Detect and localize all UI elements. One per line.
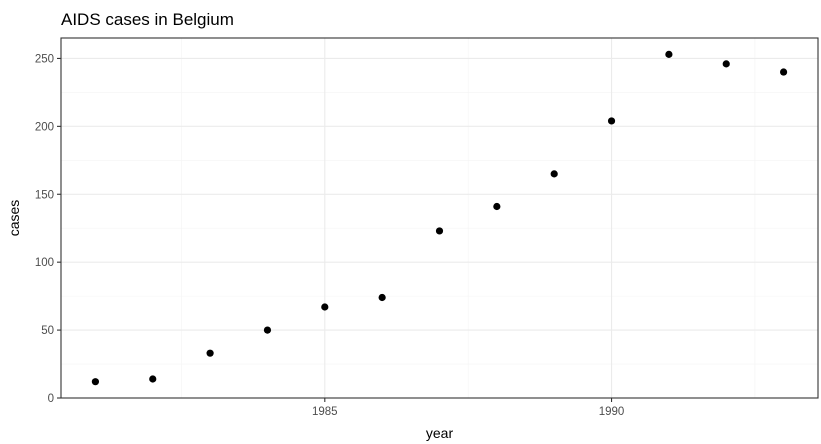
y-tick-label: 150 — [35, 189, 54, 201]
chart-title: AIDS cases in Belgium — [61, 10, 234, 29]
data-point — [206, 349, 214, 357]
y-tick-label: 250 — [35, 53, 54, 65]
data-point — [607, 117, 616, 125]
data-points — [91, 50, 788, 386]
x-tick-label: 1990 — [599, 406, 625, 418]
data-point — [665, 50, 673, 58]
y-tick-label: 0 — [48, 393, 54, 405]
data-point — [550, 170, 558, 178]
data-point — [378, 293, 386, 302]
axes: 0 50 100 150 200 250 1985 1990 — [35, 53, 625, 418]
grid — [61, 38, 818, 399]
data-point — [493, 202, 501, 211]
data-point — [321, 303, 329, 311]
y-axis-title: cases — [6, 200, 22, 237]
data-point — [722, 60, 730, 68]
data-point — [435, 227, 444, 235]
y-tick-label: 100 — [35, 257, 54, 269]
panel-border — [60, 37, 819, 399]
x-axis-title: year — [426, 425, 454, 441]
data-point — [263, 326, 272, 334]
data-point — [149, 375, 157, 383]
y-tick-label: 50 — [41, 325, 54, 337]
data-point — [91, 378, 100, 386]
data-point — [779, 68, 788, 76]
y-tick-label: 200 — [35, 121, 54, 133]
x-tick-label: 1985 — [312, 406, 338, 418]
